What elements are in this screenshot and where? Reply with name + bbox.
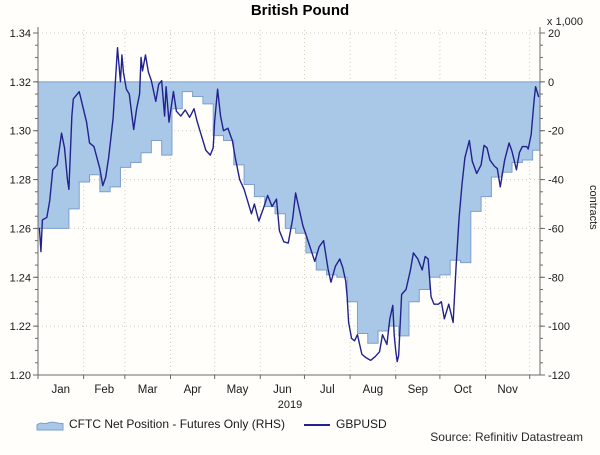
line-swatch-icon xyxy=(304,423,330,426)
right-tick-label: -120 xyxy=(548,370,570,382)
legend-item-gbpusd: GBPUSD xyxy=(303,416,387,432)
right-axis-unit-label: contracts xyxy=(587,184,599,230)
left-tick-label: 1.30 xyxy=(10,126,31,138)
legend: CFTC Net Position - Futures Only (RHS) G… xyxy=(0,416,600,432)
right-tick-label: -80 xyxy=(548,272,564,284)
left-tick-label: 1.34 xyxy=(10,28,31,40)
left-tick-label: 1.24 xyxy=(10,272,31,284)
right-axis-multiplier-label: x 1,000 xyxy=(546,16,583,28)
x-month-label: Oct xyxy=(454,384,473,396)
left-tick-label: 1.32 xyxy=(10,77,31,89)
x-month-label: Jun xyxy=(273,384,292,396)
right-tick-label: -100 xyxy=(548,321,570,333)
x-month-label: Feb xyxy=(94,384,114,396)
page-title: British Pound xyxy=(250,2,350,19)
right-tick-label: 0 xyxy=(548,77,554,89)
source-label: Source: Refinitiv Datastream xyxy=(430,430,583,444)
x-month-label: Aug xyxy=(363,384,383,396)
legend-label-gbpusd: GBPUSD xyxy=(336,417,387,431)
right-tick-label: -60 xyxy=(548,223,564,235)
plot-area: 1.34 1.32 1.30 1.28 1.26 1.24 1.22 1.20 20 0 -20 -4… xyxy=(10,27,570,396)
gbpusd-line xyxy=(38,46,540,363)
x-month-label: May xyxy=(227,384,249,396)
right-tick-label: -40 xyxy=(548,175,564,187)
legend-label-cftc: CFTC Net Position - Futures Only (RHS) xyxy=(69,417,286,431)
right-tick-label: 20 xyxy=(548,28,560,40)
area-swatch-icon xyxy=(36,421,64,430)
x-month-label: Jan xyxy=(52,384,71,396)
left-tick-label: 1.20 xyxy=(10,370,31,382)
left-tick-label: 1.22 xyxy=(10,321,31,333)
x-month-label: Nov xyxy=(497,384,518,396)
x-month-label: Sep xyxy=(408,384,428,396)
left-tick-label: 1.26 xyxy=(10,223,31,235)
left-tick-label: 1.28 xyxy=(10,175,31,187)
legend-item-cftc: CFTC Net Position - Futures Only (RHS) xyxy=(36,416,285,432)
year-label: 2019 xyxy=(277,399,303,411)
cftc-net-position-area xyxy=(37,81,541,344)
x-month-label: Mar xyxy=(138,384,158,396)
right-tick-label: -20 xyxy=(548,126,564,138)
x-month-label: Apr xyxy=(184,384,202,396)
x-month-label: Jul xyxy=(320,384,335,396)
